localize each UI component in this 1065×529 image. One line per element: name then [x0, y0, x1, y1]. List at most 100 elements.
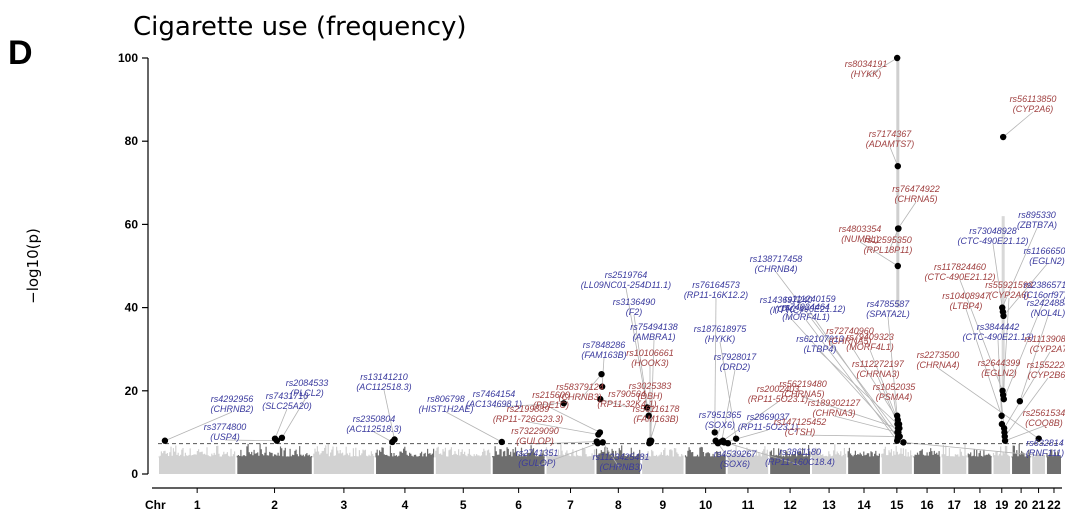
hit-label-rs1052035: rs1052035 — [873, 382, 917, 392]
hit-gene-rs73048928: (CTC-490E21.12) — [957, 236, 1028, 246]
hit-point-rs58379124 — [598, 370, 605, 378]
hit-gene-rs58379124: (CHRNB3) — [558, 392, 601, 402]
hit-label-rs76164573: rs76164573 — [692, 280, 740, 290]
hit-label-rs74024464: rs74024464 — [782, 302, 830, 312]
hit-label-rs4292956: rs4292956 — [211, 394, 254, 404]
hit-label-rs187618975: rs187618975 — [694, 324, 748, 334]
hit-gene-rs10408947: (LTBP4) — [950, 301, 983, 311]
leader-line — [717, 442, 736, 468]
x-tick-label-chr-11: 11 — [742, 498, 755, 512]
leader-line — [493, 402, 564, 408]
chromosome-scatter-15 — [881, 445, 913, 458]
hit-label-rs111390860: rs111390860 — [1024, 334, 1065, 344]
chromosome-band-19 — [993, 456, 1011, 474]
hit-label-rs3861180: rs3861180 — [779, 447, 821, 457]
hit-gene-rs7431710: (SLC25A20) — [262, 401, 312, 411]
hit-label-rs2424888: rs2424888 — [1027, 298, 1065, 308]
chromosome-scatter-1 — [158, 445, 236, 458]
hit-gene-rs3136490: (F2) — [626, 307, 643, 317]
hit-gene-rs2644399: (EGLN2) — [981, 368, 1017, 378]
leader-line — [579, 373, 602, 401]
hit-label-rs56219480: rs56219480 — [779, 379, 827, 389]
hit-point-rs7431710 — [271, 435, 279, 442]
hit-label-rs147125452: rs147125452 — [774, 417, 827, 427]
hit-gene-rs55921593: (CYP2A6) — [989, 290, 1030, 300]
leader-line — [164, 411, 233, 442]
hit-label-rs4539267: rs4539267 — [714, 449, 758, 459]
hit-gene-rs7951365: (SOX6) — [705, 420, 735, 430]
hit-point-rs3136490 — [645, 412, 652, 419]
chromosome-scatter-14 — [847, 447, 880, 458]
chromosome-points-1 — [158, 445, 236, 474]
hit-gene-rs143697240: (ITPKC) — [770, 305, 803, 315]
hit-point-rs187618975 — [732, 435, 740, 442]
chromosome-points-22 — [1046, 449, 1061, 474]
chromosome-band-17 — [942, 456, 967, 474]
chromosome-points-14 — [847, 447, 880, 474]
x-tick-label-chr-15: 15 — [890, 498, 904, 512]
chromosome-band-15 — [881, 456, 912, 474]
y-tick-label: 0 — [131, 467, 138, 481]
chromosome-band-22 — [1046, 456, 1061, 474]
hit-label-rs189302127: rs189302127 — [808, 398, 862, 408]
hit-label-rs7928017: rs7928017 — [714, 352, 758, 362]
x-tick-label-chr-17: 17 — [948, 498, 962, 512]
hit-label-rs2869037: rs2869037 — [747, 412, 791, 422]
y-tick-label: 40 — [125, 301, 139, 315]
leader-line — [1003, 351, 1051, 429]
x-tick-label-chr-6: 6 — [515, 498, 522, 512]
hit-label-rs7431710: rs7431710 — [266, 391, 309, 401]
leader-line — [383, 389, 395, 440]
hit-point-rs2561534 — [1001, 437, 1009, 444]
chromosome-scatter-2 — [236, 443, 313, 458]
leader-line — [1003, 263, 1048, 317]
hit-gene-rs11666504: (EGLN2) — [1029, 256, 1065, 266]
hit-gene-rs10106661: (HOOK3) — [631, 358, 669, 368]
x-tick-label-chr-9: 9 — [659, 498, 666, 512]
chromosome-scatter-10 — [684, 446, 726, 458]
chromosome-scatter-8 — [595, 445, 641, 458]
hit-label-rs143697240: rs143697240 — [760, 295, 813, 305]
hit-point-rs3861180 — [724, 440, 732, 447]
chromosome-band-7 — [546, 456, 595, 474]
hit-point-rs4539267 — [714, 440, 722, 447]
hit-label-rs3844442: rs3844442 — [977, 322, 1020, 332]
hit-gene-rs76164573: (RP11-16K12.2) — [684, 290, 748, 300]
leader-line — [819, 351, 898, 425]
hit-gene-rs4292956: (CHRNB2) — [210, 404, 253, 414]
leader-line — [1001, 227, 1038, 308]
x-tick-label-chr-5: 5 — [460, 498, 467, 512]
leader-line — [1002, 111, 1034, 138]
chromosome-points-3 — [313, 444, 375, 474]
hit-gene-rs4539267: (SOX6) — [720, 459, 750, 469]
hit-labels: rs4292956(CHRNB2) rs3774800(USP4) rs743171… — [204, 59, 1065, 472]
hit-label-rs4803354: rs4803354 — [839, 224, 882, 234]
hit-label-rs2350804: rs2350804 — [353, 414, 396, 424]
hit-gene-rs2424888: (NOL4L) — [1031, 308, 1065, 318]
chromosome-band-3 — [313, 456, 375, 474]
leader-line — [965, 308, 1002, 416]
chromosome-points-2 — [236, 443, 313, 474]
x-tick-label-chr-7: 7 — [567, 498, 574, 512]
hit-point-rs76474922 — [894, 225, 902, 232]
chromosome-band-14 — [848, 456, 880, 474]
chromosome-scatter-17 — [941, 443, 967, 458]
hit-gene-rs3025383: (DBH) — [638, 391, 663, 401]
hit-label-rs895330: rs895330 — [1018, 210, 1056, 220]
hit-gene-rs806798: (HIST1H2AE) — [418, 404, 473, 414]
chromosome-band-9 — [642, 456, 684, 474]
leader-line — [224, 439, 277, 442]
chart-title: Cigarette use (frequency) — [133, 12, 467, 42]
x-tick-label-chr-8: 8 — [615, 498, 622, 512]
hit-gene-rs75494138: (AMBRA1) — [632, 332, 675, 342]
chromosome-scatter-18 — [967, 449, 992, 458]
leader-line — [897, 201, 917, 229]
hit-point-rs13141210 — [391, 436, 398, 443]
label-leaders — [164, 57, 1051, 471]
hit-gene-rs3844442: (CTC-490E21.13) — [962, 332, 1033, 342]
leader-line — [536, 442, 598, 467]
leader-line — [992, 243, 1004, 312]
hit-gene-rs56219480: (CHRNA5) — [781, 389, 824, 399]
leader-line — [785, 312, 899, 437]
hit-gene-rs2199889: (RP11-726G23.3) — [493, 414, 563, 424]
